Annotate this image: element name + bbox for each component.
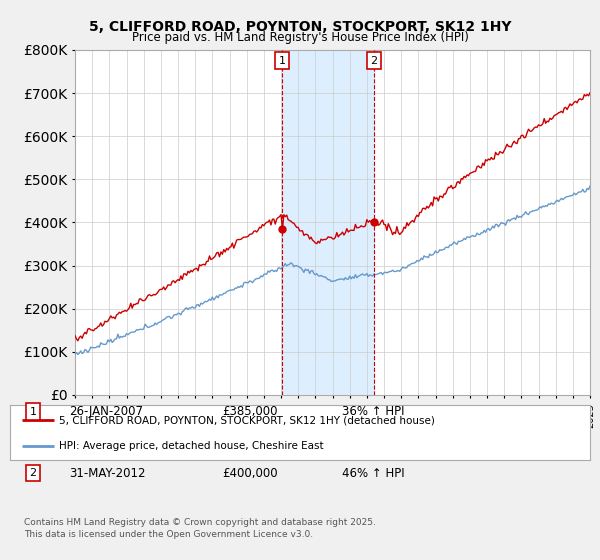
Text: £385,000: £385,000: [222, 405, 277, 418]
Text: 2: 2: [370, 56, 377, 66]
Text: Contains HM Land Registry data © Crown copyright and database right 2025.
This d: Contains HM Land Registry data © Crown c…: [24, 518, 376, 539]
Text: 26-JAN-2007: 26-JAN-2007: [69, 405, 143, 418]
Text: 2: 2: [29, 468, 37, 478]
Text: Price paid vs. HM Land Registry's House Price Index (HPI): Price paid vs. HM Land Registry's House …: [131, 31, 469, 44]
Text: 46% ↑ HPI: 46% ↑ HPI: [342, 466, 404, 480]
Text: 1: 1: [29, 407, 37, 417]
Text: 5, CLIFFORD ROAD, POYNTON, STOCKPORT, SK12 1HY: 5, CLIFFORD ROAD, POYNTON, STOCKPORT, SK…: [89, 20, 511, 34]
Bar: [282, 50, 374, 395]
Text: 1: 1: [279, 56, 286, 66]
Text: HPI: Average price, detached house, Cheshire East: HPI: Average price, detached house, Ches…: [59, 441, 324, 451]
Text: £400,000: £400,000: [222, 466, 278, 480]
Text: 31-MAY-2012: 31-MAY-2012: [69, 466, 146, 480]
Text: 36% ↑ HPI: 36% ↑ HPI: [342, 405, 404, 418]
Text: 5, CLIFFORD ROAD, POYNTON, STOCKPORT, SK12 1HY (detached house): 5, CLIFFORD ROAD, POYNTON, STOCKPORT, SK…: [59, 416, 435, 426]
